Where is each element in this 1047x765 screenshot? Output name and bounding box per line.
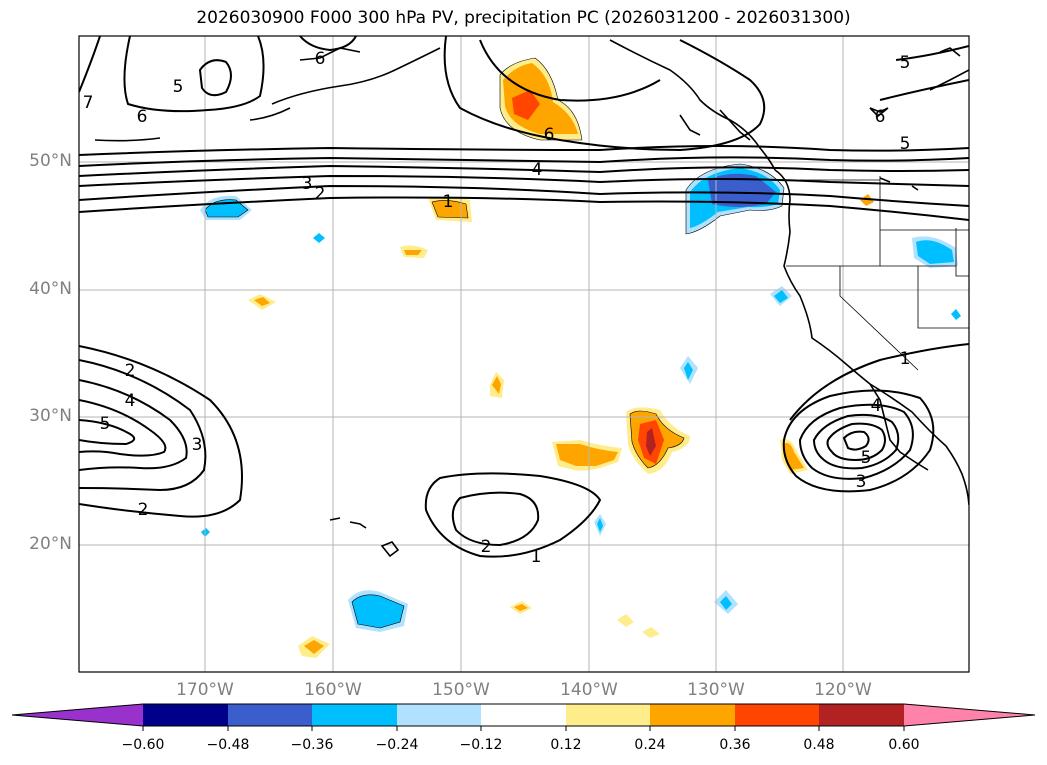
- state-borders: [786, 176, 969, 371]
- coastlines: [94, 39, 969, 558]
- lat-label-40n: 40°N: [29, 279, 72, 299]
- lon-label-150w: 150°W: [432, 680, 490, 700]
- pv-label-5: 5: [861, 448, 872, 468]
- pv-label-5: 5: [900, 53, 911, 73]
- colorbar-segment: [819, 704, 904, 726]
- pv-label-7: 7: [83, 93, 94, 113]
- precip-outlines: [204, 57, 785, 629]
- colorbar-segment: [481, 704, 566, 726]
- lon-label-170w: 170°W: [176, 680, 234, 700]
- pv-label-3: 3: [856, 472, 867, 492]
- pv-label-5: 5: [173, 77, 184, 97]
- pv-label-6: 6: [137, 107, 148, 127]
- colorbar-segment: [228, 704, 312, 726]
- pv-label-2: 2: [125, 361, 136, 381]
- pv-label-2: 2: [315, 184, 326, 204]
- pv-label-1: 2: [138, 500, 149, 520]
- lat-label-50n: 50°N: [29, 151, 72, 171]
- colorbar-tick-label: −0.36: [290, 737, 334, 753]
- colorbar-tick-label: 0.36: [719, 737, 751, 753]
- colorbar-extend-low: [12, 704, 143, 726]
- colorbar-tick-label: 0.48: [803, 737, 835, 753]
- colorbar-tick-label: −0.48: [206, 737, 250, 753]
- colorbar-tick-label: −0.60: [121, 737, 165, 753]
- lat-label-20n: 20°N: [29, 534, 72, 554]
- pv-label-5: 5: [900, 134, 911, 154]
- colorbar-tick-label: 0.60: [888, 737, 920, 753]
- colorbar-tick-label: 0.24: [634, 737, 666, 753]
- plot-frame: [78, 35, 970, 673]
- lon-label-160w: 160°W: [304, 680, 362, 700]
- pv-label-3: 3: [302, 174, 313, 194]
- pv-label-4: 4: [871, 396, 882, 416]
- colorbar-tick-label: −0.12: [459, 737, 503, 753]
- map-title: 2026030900 F000 300 hPa PV, precipitatio…: [196, 8, 851, 28]
- colorbar-segment: [397, 704, 481, 726]
- lat-label-30n: 30°N: [29, 406, 72, 426]
- pv-label-2: 2: [481, 537, 492, 557]
- lon-label-120w: 120°W: [814, 680, 872, 700]
- precip-shading: [200, 58, 961, 658]
- lon-label-130w: 130°W: [687, 680, 745, 700]
- pv-label-4: 4: [532, 160, 543, 180]
- colorbar-tick-label: −0.24: [375, 737, 419, 753]
- pv-contour-labels: 7 5 6 6 6 5 6 5 4 3 2 1 2 4 5 3 2 1 1 2 …: [83, 49, 911, 567]
- colorbar-segment: [566, 704, 650, 726]
- colorbar-segment: [735, 704, 819, 726]
- pv-label-3: 3: [192, 435, 203, 455]
- pv-label-6: 6: [544, 125, 555, 145]
- pv-label-6: 6: [315, 49, 326, 69]
- pv-contours: [79, 36, 969, 558]
- colorbar-segment: [312, 704, 397, 726]
- graticule: [79, 36, 969, 672]
- pv-label-5: 5: [100, 414, 111, 434]
- colorbar: [11, 703, 1036, 731]
- pv-label-1: 1: [900, 349, 911, 369]
- lon-label-140w: 140°W: [560, 680, 618, 700]
- colorbar-segment: [143, 704, 228, 726]
- pv-label-1: 1: [443, 192, 454, 212]
- colorbar-extend-high: [904, 704, 1035, 726]
- pv-label-4: 4: [125, 391, 136, 411]
- pv-label-6: 6: [875, 107, 886, 127]
- colorbar-tick-label: 0.12: [550, 737, 582, 753]
- pv-label-1: 1: [531, 547, 542, 567]
- colorbar-segment: [650, 704, 735, 726]
